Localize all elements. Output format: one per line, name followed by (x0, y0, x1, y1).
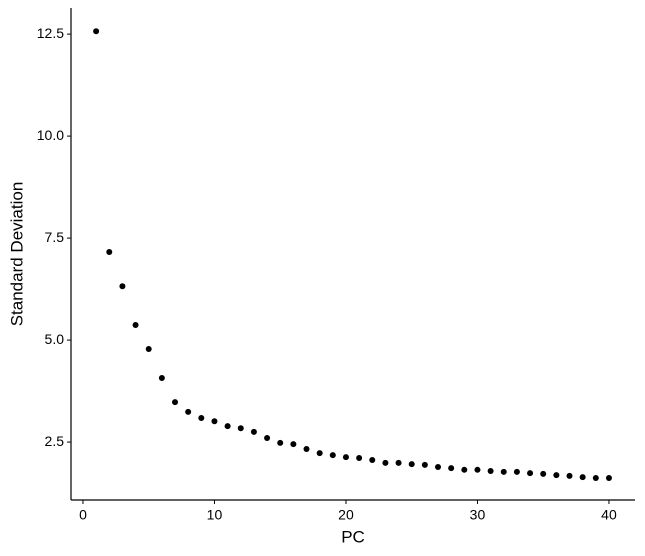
point (553, 472, 560, 479)
y-tick-label: 7.5 (45, 229, 65, 245)
point (500, 468, 507, 475)
point (592, 474, 599, 481)
point (487, 468, 494, 475)
point (448, 465, 455, 472)
point (172, 399, 179, 406)
point (145, 346, 152, 353)
point (198, 415, 205, 421)
x-tick-label: 10 (207, 507, 223, 523)
x-tick-label: 30 (470, 507, 486, 523)
point (290, 441, 297, 448)
point (342, 454, 349, 461)
point (356, 454, 363, 461)
point (132, 321, 139, 328)
y-tick-label: 2.5 (45, 433, 65, 449)
point (369, 457, 376, 464)
point (316, 450, 323, 457)
point (579, 474, 586, 481)
point (158, 375, 165, 382)
point (185, 408, 192, 415)
point (513, 468, 520, 475)
point (303, 446, 310, 453)
x-tick-label: 0 (79, 507, 87, 523)
x-axis-title: PC (341, 527, 365, 546)
y-tick-label: 10.0 (37, 127, 64, 143)
y-tick-label: 12.5 (37, 25, 64, 41)
point (382, 459, 389, 466)
point (106, 248, 113, 255)
point (435, 463, 442, 470)
point (605, 474, 612, 481)
point (211, 418, 218, 425)
point (119, 283, 126, 290)
point (93, 28, 100, 35)
point (474, 466, 481, 473)
point (224, 423, 231, 430)
point (421, 461, 428, 468)
point (527, 470, 534, 477)
point (237, 425, 244, 432)
point (540, 470, 547, 477)
y-axis-title: Standard Deviation (7, 182, 26, 327)
point (566, 472, 573, 479)
y-tick-label: 5.0 (45, 331, 65, 347)
point (277, 439, 284, 446)
point (264, 434, 271, 441)
point (250, 428, 257, 435)
x-tick-label: 40 (601, 507, 617, 523)
x-tick-label: 20 (338, 507, 354, 523)
point (461, 466, 468, 473)
point (395, 459, 402, 466)
point (408, 461, 415, 468)
point (329, 452, 336, 459)
